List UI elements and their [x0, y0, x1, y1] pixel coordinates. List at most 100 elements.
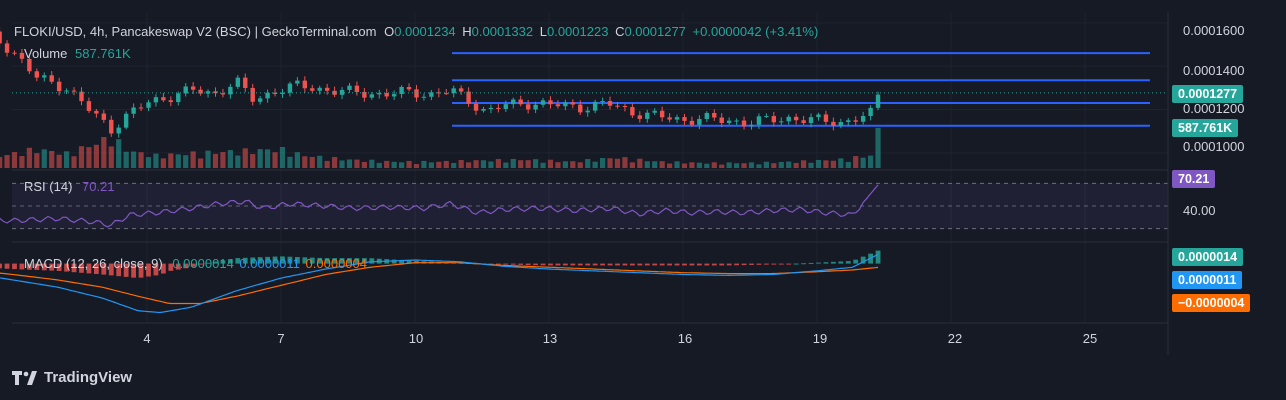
candle-body: [779, 121, 784, 123]
candle-body: [265, 92, 270, 99]
volume-bar: [339, 160, 345, 168]
macd-histogram-bar: [592, 263, 598, 266]
macd-histogram-bar: [361, 258, 367, 264]
macd-histogram-bar: [309, 257, 315, 264]
volume-bar: [175, 154, 181, 168]
macd-histogram-bar: [160, 263, 166, 274]
volume-bar: [600, 157, 606, 168]
macd-histogram-bar: [280, 256, 285, 264]
rsi-label[interactable]: RSI (14): [24, 179, 73, 194]
volume-bar: [242, 148, 248, 168]
volume-bar: [131, 151, 137, 168]
macd-histogram-bar: [265, 256, 270, 264]
candle-body: [332, 90, 337, 95]
candle-body: [302, 80, 308, 89]
candle-body: [146, 102, 151, 108]
macd-histogram-bar: [503, 263, 509, 265]
volume-bar: [547, 159, 554, 168]
candle-body: [362, 91, 367, 98]
volume-bar: [354, 159, 360, 168]
volume-bar: [227, 150, 233, 168]
macd-histogram-bar: [26, 263, 32, 270]
volume-bar: [56, 154, 62, 168]
volume-bar: [629, 162, 635, 168]
candle-body: [846, 120, 851, 123]
volume-bar: [518, 160, 524, 168]
macd-histogram-bar: [317, 257, 323, 264]
candle-body: [578, 104, 583, 113]
horizontal-levels: [452, 52, 1150, 127]
volume-bar: [696, 162, 702, 168]
current-price-badge: 0.0001277: [1172, 85, 1244, 103]
macd-label[interactable]: MACD (12, 26, close, 9): [24, 256, 163, 271]
macd-histogram-bar: [622, 263, 628, 266]
candle-body: [317, 87, 322, 91]
candle-body: [726, 120, 732, 123]
volume-bar: [406, 160, 412, 168]
candle-body: [704, 112, 710, 119]
candle-body: [272, 92, 278, 95]
volume-bar: [101, 137, 107, 168]
macd-histogram-bar: [71, 263, 77, 273]
macd-histogram-bar: [652, 263, 658, 266]
volume-label[interactable]: Volume: [24, 46, 68, 61]
high-value: 0.0001332: [471, 24, 534, 39]
candle-body: [369, 94, 375, 98]
volume-bar: [830, 160, 836, 168]
price-tick: 0.0001000: [1183, 139, 1245, 154]
candle-body: [823, 114, 829, 122]
candle-body: [86, 101, 92, 111]
volume-bar: [585, 159, 591, 168]
macd-histogram-bar: [339, 258, 345, 264]
volume-bar: [78, 146, 85, 168]
candle-body: [637, 115, 643, 119]
candle-body: [436, 92, 442, 94]
close-value: 0.0001277: [624, 24, 686, 39]
macd-histogram-bar: [518, 263, 524, 265]
candle-body: [116, 127, 121, 134]
rsi-line: [0, 184, 879, 228]
volume-bar: [719, 164, 725, 168]
candle-body: [131, 107, 136, 114]
macd-histogram-bar: [756, 263, 762, 265]
candle-body: [607, 100, 613, 106]
macd-histogram-bar: [34, 263, 40, 271]
volume-bar: [458, 160, 464, 168]
macd-histogram-bar: [607, 263, 613, 266]
volume-bar: [614, 158, 621, 168]
candle-body: [793, 116, 799, 121]
macd-histogram-bar: [205, 262, 211, 264]
candle-body: [503, 104, 509, 109]
volume-bar: [190, 151, 196, 168]
candle-body: [458, 88, 464, 92]
volume-bar: [212, 153, 219, 168]
macd-histogram-bar: [190, 263, 196, 267]
tradingview-brand[interactable]: TradingView: [12, 369, 132, 386]
macd-histogram-bar: [749, 263, 754, 265]
macd-histogram-bar: [808, 262, 814, 264]
macd-histogram-bar: [406, 260, 412, 264]
macd-histogram-bar: [93, 263, 99, 274]
candle-body: [741, 120, 747, 127]
macd-histogram-bar: [659, 263, 665, 266]
candle-body: [295, 80, 300, 84]
open-value: 0.0001234: [394, 24, 456, 39]
volume-bar: [198, 158, 204, 168]
chart-symbol-info[interactable]: FLOKI/USD, 4h, Pancakeswap V2 (BSC) | Ge…: [14, 24, 377, 39]
macd-histogram-bar: [79, 263, 84, 273]
candle-body: [622, 106, 628, 108]
volume-bar: [607, 158, 613, 168]
candle-body: [540, 100, 546, 105]
volume-bars: [0, 127, 881, 168]
rsi-value: 70.21: [82, 179, 115, 194]
candle-body: [838, 122, 844, 127]
candle-body: [444, 93, 449, 95]
macd-histogram-bar: [101, 263, 107, 275]
volume-bar: [116, 139, 122, 168]
candle-body: [176, 93, 181, 103]
candle-body: [712, 112, 717, 118]
volume-bar: [346, 159, 353, 168]
macd-histogram-bar: [56, 263, 62, 271]
